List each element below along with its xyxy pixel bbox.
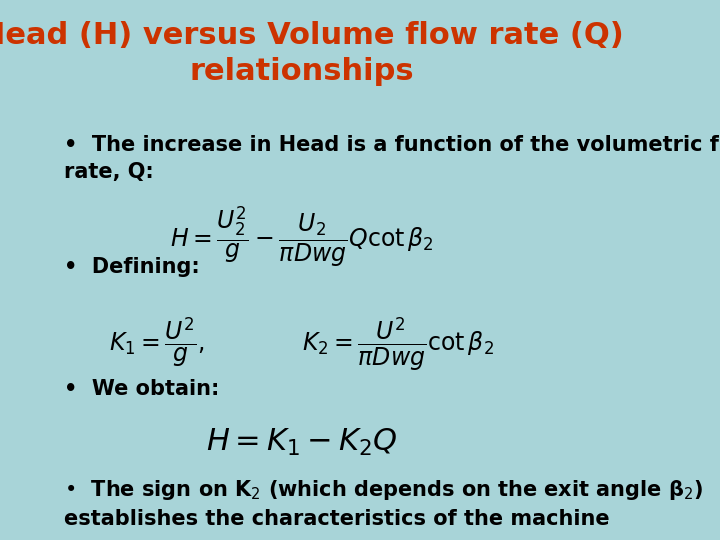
Text: •  The increase in Head is a function of the volumetric flow
rate, Q:: • The increase in Head is a function of … [63, 135, 720, 181]
Text: Head (H) versus Volume flow rate (Q)
relationships: Head (H) versus Volume flow rate (Q) rel… [0, 21, 624, 86]
Text: $H = \dfrac{U^2_2}{g} - \dfrac{U_2}{\pi Dwg}Q\cot\beta_2$: $H = \dfrac{U^2_2}{g} - \dfrac{U_2}{\pi … [170, 204, 433, 269]
Text: •  The sign on K$_2$ (which depends on the exit angle β$_2$)
establishes the cha: • The sign on K$_2$ (which depends on th… [63, 478, 703, 529]
Text: $K_1 = \dfrac{U^2}{g},\quad\quad\quad\quad K_2 = \dfrac{U^2}{\pi Dwg}\cot\beta_2: $K_1 = \dfrac{U^2}{g},\quad\quad\quad\qu… [109, 315, 494, 373]
Text: •  We obtain:: • We obtain: [63, 379, 219, 399]
Text: •  Defining:: • Defining: [63, 257, 199, 277]
Text: $H = K_1 - K_2 Q$: $H = K_1 - K_2 Q$ [206, 427, 397, 458]
